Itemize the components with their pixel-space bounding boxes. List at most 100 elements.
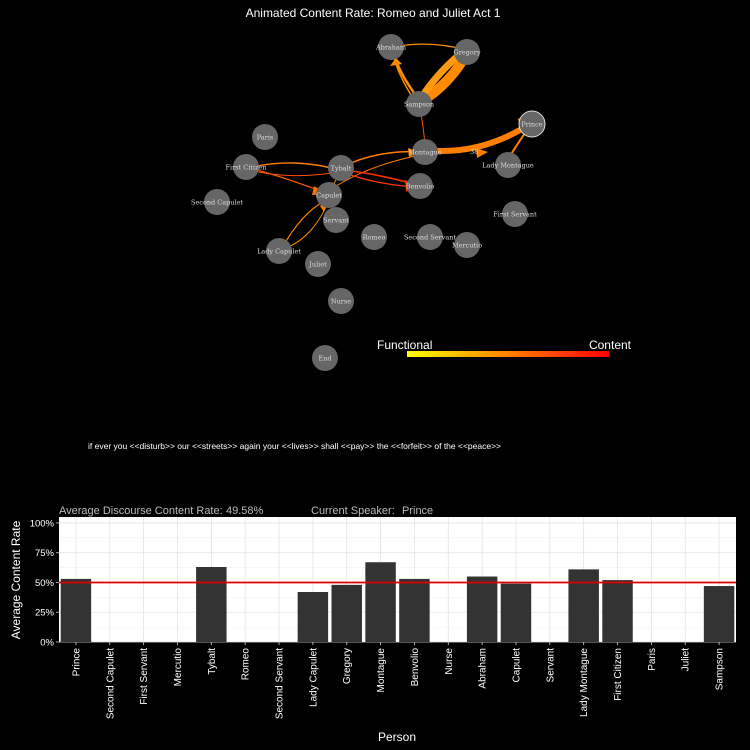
node-mercutio: Mercutio (452, 232, 482, 258)
node-tybalt: Tybalt (328, 155, 354, 181)
legend-gradient-bar (407, 351, 609, 357)
network-nodes: Abraham Gregory Sampson Prince Paris Montague… (191, 34, 546, 371)
node-end: End (312, 345, 338, 371)
node-circle (323, 207, 349, 233)
node-circle (518, 110, 546, 138)
node-circle (252, 124, 278, 150)
node-nurse: Nurse (328, 288, 354, 314)
node-label: Capulet (316, 192, 342, 200)
node-capulet: Capulet (316, 182, 342, 208)
bar-lady-capulet (297, 592, 329, 642)
node-lady-capulet: Lady Capulet (257, 238, 301, 264)
node-label: First Servant (493, 211, 537, 219)
node-label: Sampson (404, 101, 434, 109)
node-circle (312, 345, 338, 371)
node-romeo: Romeo (361, 224, 387, 250)
node-circle (495, 152, 521, 178)
node-second-capulet: Second Capulet (191, 189, 243, 215)
y-axis-title: Average Content Rate (9, 520, 23, 639)
x-tick-label: Abraham (478, 648, 489, 689)
node-label: Abraham (375, 44, 406, 52)
node-circle (454, 232, 480, 258)
node-circle (454, 39, 480, 65)
y-axis-ticks: 0% 25% 50% 75% 100% (30, 518, 59, 649)
edge-capulet-montague (329, 154, 421, 191)
node-label: Mercutio (452, 242, 482, 250)
x-tick-label: Romeo (241, 648, 252, 681)
arrow-head-6 (390, 58, 402, 66)
node-circle (305, 251, 331, 277)
node-label: Prince (521, 121, 542, 129)
x-tick-label: Second Capulet (105, 648, 116, 719)
x-tick-label: Gregory (342, 648, 353, 684)
x-tick-label: Mercutio (173, 648, 184, 687)
node-label: Gregory (454, 49, 481, 57)
legend-low-label: Functional (377, 338, 432, 352)
bar-sampson (703, 586, 735, 642)
bar-first-citizen (602, 580, 633, 642)
node-circle (406, 91, 432, 117)
y-tick-label: 0% (40, 638, 54, 649)
node-servant: Servant (323, 207, 349, 233)
x-tick-label: Tybalt (207, 648, 218, 675)
node-label: Nurse (331, 298, 351, 306)
bar-chart: 0% 25% 50% 75% 100% Prince Second Capulet Firs… (9, 517, 736, 744)
node-abraham: Abraham (375, 34, 406, 60)
node-lady-montague: Lady Montague (482, 152, 534, 178)
node-circle (266, 238, 292, 264)
node-label: End (318, 355, 331, 363)
node-label: Second Servant (404, 234, 456, 242)
status-line: Average Discourse Content Rate: 49.58% C… (59, 505, 433, 517)
node-first-servant: First Servant (493, 201, 537, 227)
node-juliet: Juliet (305, 251, 331, 277)
bar-tybalt (196, 567, 227, 642)
node-label: First Citizen (226, 164, 267, 172)
y-tick-label: 75% (35, 548, 55, 559)
node-gregory: Gregory (454, 39, 481, 65)
node-label: Benvolio (406, 183, 435, 191)
node-label: Lady Capulet (257, 248, 301, 256)
node-label: Juliet (308, 261, 327, 269)
node-montague: Montague (408, 139, 442, 165)
node-label: Second Capulet (191, 199, 243, 207)
content-rate-label: Average Discourse Content Rate: (59, 505, 223, 517)
y-tick-label: 25% (35, 608, 55, 619)
node-circle (417, 224, 443, 250)
node-first-citizen: First Citizen (226, 154, 267, 180)
bar-prince (60, 578, 92, 642)
x-tick-label: Paris (647, 648, 658, 671)
x-tick-label: Capulet (511, 648, 522, 683)
x-tick-label: Benvolio (410, 648, 421, 687)
x-tick-label: Montague (376, 648, 387, 693)
x-tick-label: Nurse (444, 648, 455, 675)
node-circle (412, 139, 438, 165)
node-circle (316, 182, 342, 208)
bar-montague (365, 562, 396, 642)
node-circle (328, 288, 354, 314)
node-benvolio: Benvolio (406, 173, 435, 199)
x-tick-label: Prince (71, 648, 82, 677)
node-second-servant: Second Servant (404, 224, 456, 250)
arrow-head-8 (476, 148, 488, 158)
x-tick-label: First Servant (139, 648, 150, 705)
edge-ladycapulet-capulet (285, 201, 329, 249)
current-speaker-value: Prince (402, 505, 433, 517)
x-tick-label: Lady Capulet (308, 648, 319, 707)
node-circle (233, 154, 259, 180)
x-tick-label: Sampson (715, 648, 726, 690)
node-label: Montague (408, 149, 442, 157)
edge-weight-label: 38 (470, 148, 478, 156)
bar-series (60, 562, 735, 642)
y-tick-label: 50% (35, 578, 55, 589)
node-label: Romeo (363, 234, 386, 242)
node-label: Servant (323, 217, 349, 225)
edge-montague-prince (424, 121, 532, 154)
x-tick-label: Second Servant (275, 648, 286, 719)
bar-abraham (466, 576, 498, 642)
node-label: Paris (257, 134, 273, 142)
current-speaker-label: Current Speaker: (311, 505, 395, 517)
content-rate-value: 49.58% (226, 505, 264, 517)
y-tick-label: 100% (30, 518, 55, 529)
legend-high-label: Content (589, 338, 632, 352)
